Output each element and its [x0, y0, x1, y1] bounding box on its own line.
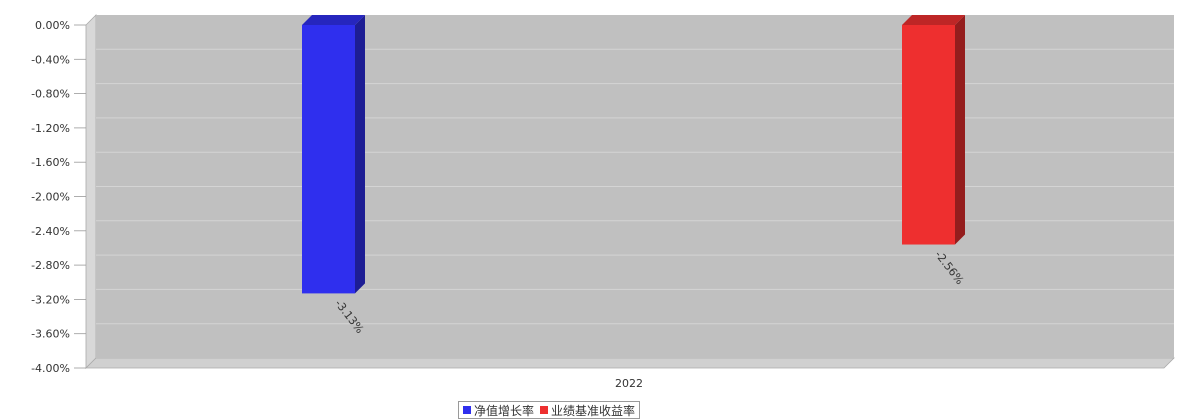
y-tick-label: 0.00%	[35, 19, 70, 32]
plot-left-wall	[85, 14, 97, 369]
y-tick-label: -2.80%	[31, 259, 70, 272]
legend-swatch-blue	[463, 406, 471, 414]
legend-label: 净值增长率	[474, 403, 535, 418]
bar-top	[302, 15, 365, 25]
y-axis-ticks: 0.00% -0.40% -0.80% -1.20% -1.60% -2.00% -2.40…	[31, 19, 86, 375]
plot-area	[85, 14, 1175, 369]
bars	[302, 15, 965, 294]
y-tick-label: -1.20%	[31, 122, 70, 135]
bar-side	[355, 15, 365, 294]
bar-benchmark	[902, 15, 965, 245]
y-tick-label: -1.60%	[31, 156, 70, 169]
bar-nav-growth	[302, 15, 365, 294]
legend-label: 业绩基准收益率	[551, 403, 636, 418]
legend-swatch-red	[540, 406, 549, 414]
y-tick-label: -3.60%	[31, 328, 70, 341]
x-tick-label: 2022	[615, 377, 643, 390]
plot-floor	[85, 357, 1175, 369]
bar-front	[902, 25, 955, 245]
y-tick-label: -0.80%	[31, 88, 70, 101]
y-tick-label: -2.40%	[31, 225, 70, 238]
grid-lines	[96, 48, 1174, 325]
legend-item-nav-growth: 净值增长率	[463, 402, 534, 419]
y-tick-label: -0.40%	[31, 53, 70, 66]
legend-item-benchmark: 业绩基准收益率	[540, 402, 635, 419]
y-tick-label: -2.00%	[31, 191, 70, 204]
bar-top	[902, 15, 965, 25]
y-tick-label: -4.00%	[31, 362, 70, 375]
y-tick-label: -3.20%	[31, 293, 70, 306]
legend: 净值增长率 业绩基准收益率	[458, 401, 641, 419]
bar-front	[302, 25, 355, 294]
bar-side	[955, 15, 965, 245]
